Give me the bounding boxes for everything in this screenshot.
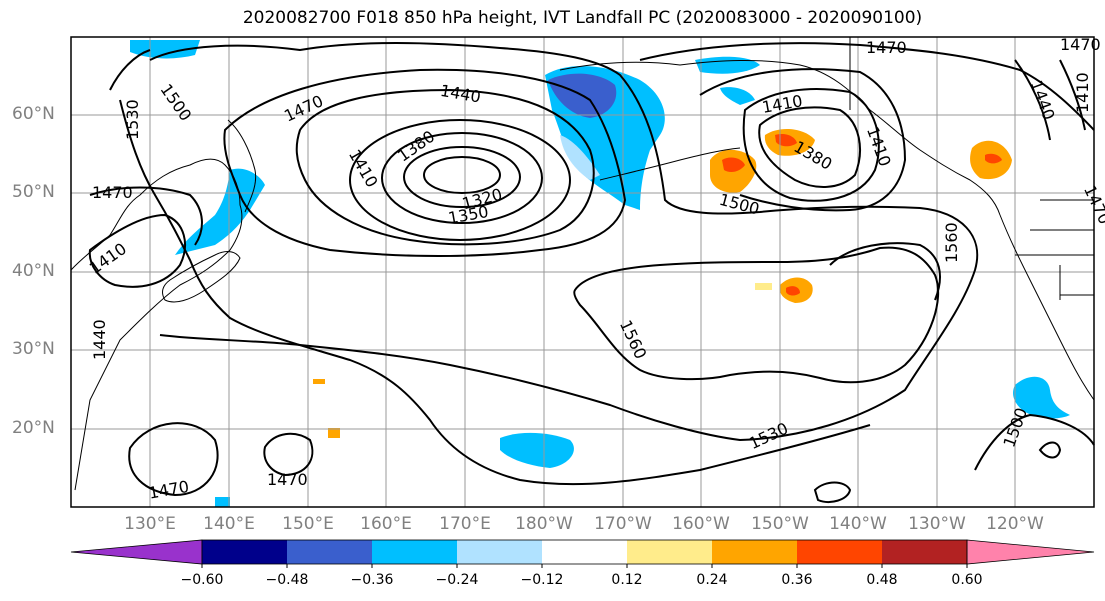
colorbar-segment [542, 540, 627, 564]
contour-1380 [381, 132, 543, 224]
shading-orange-region [313, 379, 325, 384]
contour-1470-west [89, 186, 203, 246]
colorbar-tick-label: 0.24 [696, 572, 728, 588]
contour-1410-east [742, 88, 880, 202]
colorbar-outline [201, 539, 968, 565]
contour-label: 1470 [92, 183, 133, 202]
colorbar-segment [712, 540, 797, 564]
lon-label: 180°W [515, 514, 573, 534]
shading-orange-region [328, 428, 340, 438]
contour-1500 [149, 42, 979, 442]
colorbar-segment [202, 540, 287, 564]
shading-lightblue-region [560, 135, 600, 180]
shading-blue-region [1013, 376, 1070, 419]
shading-blue-region [175, 168, 265, 255]
map-frame [70, 36, 1095, 508]
kamchatka-coastline [227, 119, 257, 213]
lat-label: 60°N [12, 104, 55, 124]
contour-label: 1470 [1060, 35, 1101, 54]
contour-1440-east [699, 68, 907, 212]
contour-small-low [813, 481, 852, 503]
contour-1470-se [1038, 441, 1062, 459]
lat-label: 40°N [12, 261, 55, 281]
contour-1560b [829, 242, 941, 301]
lon-label: 150°W [751, 514, 809, 534]
height-contours [88, 42, 1095, 503]
colorbar-segment [457, 540, 542, 564]
contour-1410 [349, 119, 571, 241]
lon-label: 130°E [124, 514, 176, 534]
contour-1410-west [88, 213, 186, 288]
contour-1470-low1 [128, 422, 219, 497]
us-state-lines [1015, 229, 1094, 300]
colorbar-tick-label: −0.36 [350, 572, 394, 588]
contour-label: 1410 [1073, 72, 1092, 113]
colorbar-tick-label: 0.60 [951, 572, 983, 588]
contour-1440 [295, 88, 595, 246]
shading-yellow-region [755, 283, 772, 290]
asia-coastline [70, 158, 243, 491]
shading-redorange-region [985, 153, 1002, 164]
colorbar-tick-label: 0.36 [781, 572, 813, 588]
shading-blue-region [130, 40, 200, 59]
colorbar-tick-label: −0.60 [180, 572, 224, 588]
shading-blue-region [500, 432, 574, 468]
shading-blue-region [720, 87, 755, 105]
colorbar-segment [627, 540, 712, 564]
lon-label: 140°W [829, 514, 887, 534]
lat-label: 20°N [12, 418, 55, 438]
contour-label: 1440 [90, 319, 109, 360]
lon-label: 130°W [908, 514, 966, 534]
japan-coastline [162, 251, 241, 303]
lat-label: 50°N [12, 182, 55, 202]
shading-redorange-region [786, 286, 800, 296]
aleutian-coastline [599, 147, 741, 181]
contour-label: 1530 [123, 99, 142, 140]
shading-redorange-region [722, 157, 745, 173]
contour-1380-east [758, 106, 861, 188]
ivt-shading [130, 40, 1070, 507]
colorbar-tick-label: 0.48 [866, 572, 898, 588]
contour-1470-north [639, 42, 1095, 131]
shading-blue-region [215, 497, 230, 507]
lat-label: 30°N [12, 339, 55, 359]
colorbar-segment [797, 540, 882, 564]
map-title: 2020082700 F018 850 hPa height, IVT Land… [242, 8, 923, 28]
colorbar-ticks [201, 564, 968, 568]
lon-label: 150°E [282, 514, 334, 534]
colorbar-segment [287, 540, 372, 564]
contour-label: 1470 [267, 470, 308, 489]
gridlines [71, 37, 1094, 507]
colorbar-segment [372, 540, 457, 564]
colorbar-tick-label: 0.12 [611, 572, 643, 588]
contour-label: 1560 [942, 222, 961, 263]
lon-label: 160°W [672, 514, 730, 534]
contour-1470-low2 [263, 432, 314, 477]
north-america-coastline [999, 214, 1095, 401]
colorbar-tick-label: −0.24 [435, 572, 479, 588]
contour-1500-se [974, 413, 1095, 471]
lon-label: 170°W [594, 514, 652, 534]
contour-1320 [423, 156, 501, 194]
contour-1440-ne [1014, 59, 1051, 141]
contour-label: 1470 [866, 38, 907, 57]
colorbar-segment [966, 539, 1095, 565]
colorbar [70, 539, 1095, 568]
colorbar-tick-label: −0.48 [265, 572, 309, 588]
contour-1530 [109, 49, 871, 486]
colorbar-segment [70, 539, 203, 565]
contour-1560 [573, 246, 940, 384]
colorbar-segment [882, 540, 967, 564]
ivt-positive-shading [313, 128, 1012, 438]
lon-label: 160°E [360, 514, 412, 534]
contour-1410-ne [1059, 59, 1086, 131]
colorbar-tick-label: −0.12 [520, 572, 564, 588]
lon-label: 120°W [986, 514, 1044, 534]
contour-1350 [403, 146, 521, 208]
lon-label: 140°E [203, 514, 255, 534]
lon-label: 170°E [439, 514, 491, 534]
contour-1470 [223, 68, 627, 257]
